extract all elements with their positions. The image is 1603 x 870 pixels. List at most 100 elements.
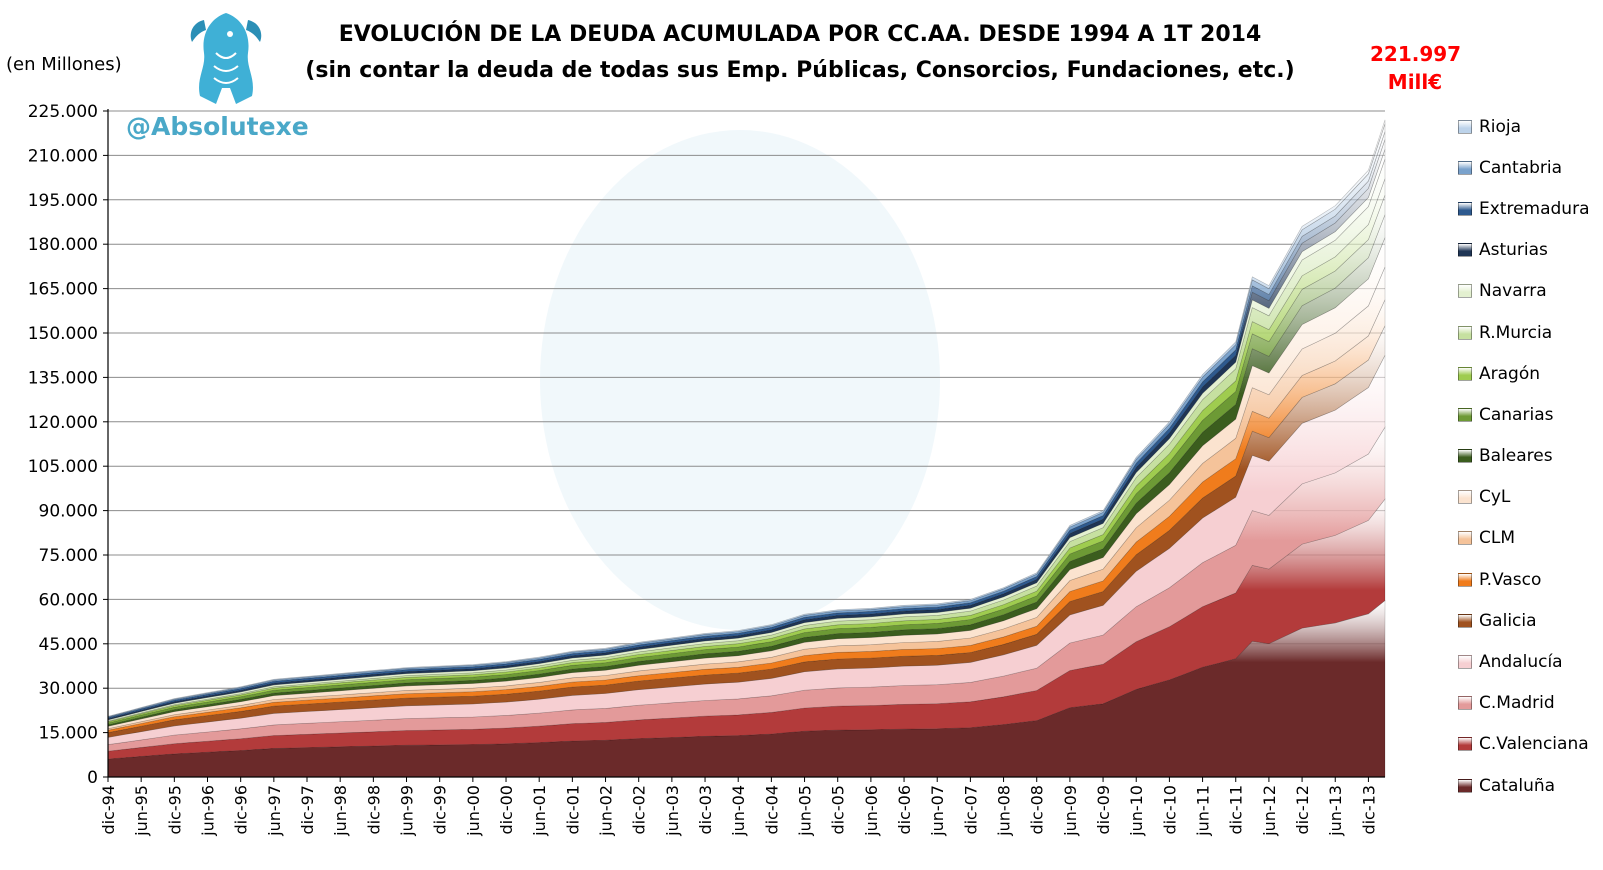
legend-item: Baleares [1458,436,1603,477]
watermark-logo [540,130,940,630]
y-tick-label: 180.000 [28,235,98,255]
legend-item: C.Valenciana [1458,724,1603,765]
x-tick-label: dic-97 [298,785,317,835]
y-unit-label: (en Millones) [6,54,122,75]
legend-label: CLM [1479,528,1516,549]
legend: Rioja Cantabria Extremadura Asturias Navarra… [1458,106,1603,806]
legend-swatch [1458,778,1472,793]
x-tick-label: dic-96 [232,785,251,835]
y-tick-label: 105.000 [28,457,98,477]
legend-swatch [1458,325,1472,340]
x-tick-label: jun-10 [1127,785,1146,837]
x-tick-label: dic-08 [1028,785,1047,835]
y-tick-label: 165.000 [28,280,98,300]
y-tick-label: 60.000 [39,590,98,610]
legend-item: Canarias [1458,394,1603,435]
y-tick-label: 195.000 [28,191,98,211]
legend-item: Navarra [1458,271,1603,312]
area-series-rioja [107,119,1386,718]
chart-title: EVOLUCIÓN DE LA DEUDA ACUMULADA POR CC.A… [338,22,1262,47]
legend-swatch [1458,160,1472,175]
legend-item: P.Vasco [1458,559,1603,600]
x-tick-label: jun-00 [464,785,483,837]
legend-label: Galicia [1479,610,1537,631]
x-tick-label: dic-09 [1094,785,1113,835]
x-tick-label: jun-02 [597,785,616,837]
legend-swatch [1458,201,1472,216]
x-tick-label: jun-11 [1194,785,1213,837]
legend-swatch [1458,490,1472,505]
x-tick-label: dic-07 [961,785,980,835]
total-annotation-unit: Mill€ [1387,70,1443,94]
x-tick-label: dic-98 [364,785,383,835]
legend-item: Andalucía [1458,641,1603,682]
chart-subtitle: (sin contar la deuda de todas sus Emp. P… [305,58,1295,83]
legend-label: Navarra [1479,281,1547,302]
x-tick-label: jun-13 [1326,785,1345,837]
legend-swatch [1458,243,1472,258]
x-tick-label: dic-12 [1293,785,1312,835]
legend-label: Cantabria [1479,157,1563,178]
x-tick-labels: dic-94 jun-95 dic-95 jun-96 dic-96 jun-97 dic-… [99,777,1378,837]
legend-label: R.Murcia [1479,322,1553,343]
x-tick-label: dic-10 [1160,785,1179,835]
legend-item: R.Murcia [1458,312,1603,353]
x-tick-label: dic-99 [431,785,450,835]
x-tick-label: dic-01 [563,785,582,835]
x-tick-label: dic-11 [1227,785,1246,835]
legend-swatch [1458,407,1472,422]
x-tick-label: dic-03 [696,785,715,835]
x-tick-label: jun-98 [331,785,350,837]
legend-label: Baleares [1479,446,1553,467]
x-tick-label: jun-03 [663,785,682,837]
legend-label: CyL [1479,487,1511,508]
legend-label: Canarias [1479,404,1554,425]
total-annotation-value: 221.997 [1370,42,1462,66]
x-tick-label: jun-12 [1260,785,1279,837]
x-tick-label: jun-01 [530,785,549,837]
x-tick-label: jun-05 [796,785,815,837]
legend-label: Asturias [1479,240,1548,261]
legend-label: C.Madrid [1479,693,1555,714]
axes [107,109,1385,778]
y-tick-label: 150.000 [28,324,98,344]
y-tick-labels: 0 15.000 30.000 45.000 60.000 75.000 90.000 105… [28,102,98,788]
legend-label: Extremadura [1479,198,1590,219]
legend-swatch [1458,737,1472,752]
y-tick-label: 120.000 [28,413,98,433]
legend-item: Extremadura [1458,188,1603,229]
legend-swatch [1458,449,1472,464]
legend-swatch [1458,572,1472,587]
legend-item: Aragón [1458,353,1603,394]
legend-item: C.Madrid [1458,683,1603,724]
x-tick-label: jun-95 [132,785,151,837]
legend-swatch [1458,531,1472,546]
legend-swatch [1458,119,1472,134]
legend-swatch [1458,696,1472,711]
x-tick-label: jun-06 [862,785,881,837]
legend-item: Asturias [1458,230,1603,271]
x-tick-label: dic-94 [99,785,118,835]
legend-item: Galicia [1458,600,1603,641]
x-tick-label: dic-02 [630,785,649,835]
watermark-shape [540,130,940,630]
x-tick-label: dic-04 [762,785,781,835]
x-tick-label: dic-13 [1359,785,1378,835]
legend-item: CyL [1458,477,1603,518]
y-tick-label: 30.000 [39,679,98,699]
y-tick-label: 225.000 [28,102,98,122]
legend-swatch [1458,284,1472,299]
y-tick-label: 0 [87,768,98,788]
y-tick-label: 210.000 [28,146,98,166]
x-tick-label: dic-00 [497,785,516,835]
x-tick-label: dic-95 [165,785,184,835]
legend-label: P.Vasco [1479,569,1542,590]
x-tick-label: jun-99 [398,785,417,837]
legend-item: Cantabria [1458,147,1603,188]
x-tick-label: jun-04 [729,785,748,837]
x-tick-label: dic-05 [829,785,848,835]
griffin-logo-icon [186,8,266,113]
legend-swatch [1458,366,1472,381]
legend-label: Aragón [1479,363,1541,384]
